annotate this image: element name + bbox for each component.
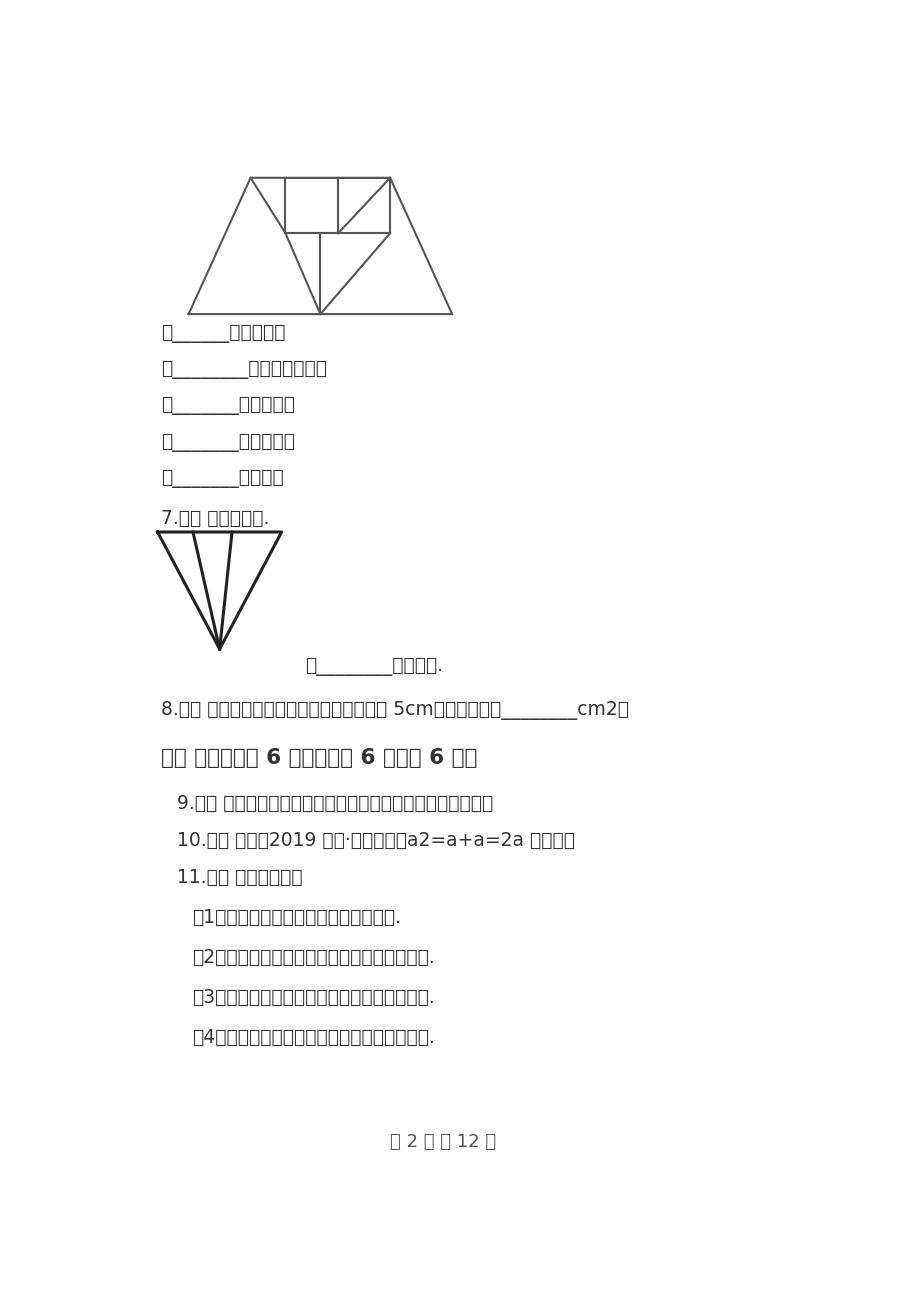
Text: 有_______个长方形。: 有_______个长方形。 bbox=[162, 397, 295, 415]
Text: 11.（１ 分）判断对错: 11.（１ 分）判断对错 bbox=[176, 867, 302, 887]
Text: 8.（１ 分）一个等腰直角三角形的直角边是 5cm，它的面积是________cm2。: 8.（１ 分）一个等腰直角三角形的直角边是 5cm，它的面积是________c… bbox=[162, 702, 629, 720]
Text: （4）有一个角是锐角的三角形叫做锐角三角形.: （4）有一个角是锐角的三角形叫做锐角三角形. bbox=[192, 1027, 435, 1047]
Text: 10.（１ 分）（2019 五上·浦东期中）a2=a+a=2a （　　）: 10.（１ 分）（2019 五上·浦东期中）a2=a+a=2a （ ） bbox=[176, 831, 574, 850]
Text: （1）由三条线段组成的图形叫做三角形.: （1）由三条线段组成的图形叫做三角形. bbox=[192, 907, 401, 927]
Text: 第 2 页 共 12 页: 第 2 页 共 12 页 bbox=[390, 1133, 495, 1151]
Text: 有________个三角形.: 有________个三角形. bbox=[304, 656, 443, 676]
Text: 7.（３ 分）数一数.: 7.（３ 分）数一数. bbox=[162, 509, 269, 527]
Text: 有________个平行四边形。: 有________个平行四边形。 bbox=[162, 361, 327, 379]
Text: （2）有一个角是直角的三角形叫做直角三角形.: （2）有一个角是直角的三角形叫做直角三角形. bbox=[192, 948, 435, 967]
Text: 9.（１ 分）两个三角形的面积相等，它们的形状也一定相同。: 9.（１ 分）两个三角形的面积相等，它们的形状也一定相同。 bbox=[176, 794, 493, 812]
Text: 有_______个梯形。: 有_______个梯形。 bbox=[162, 469, 284, 488]
Text: 有______个三角形。: 有______个三角形。 bbox=[162, 324, 286, 344]
Text: 有_______个正方形。: 有_______个正方形。 bbox=[162, 432, 295, 452]
Text: （3）有一个角是锨角的三角形叫做锨角三角形.: （3）有一个角是锨角的三角形叫做锨角三角形. bbox=[192, 988, 435, 1006]
Text: 二、 判断。（共 6 分。）（共 6 题；共 6 分）: 二、 判断。（共 6 分。）（共 6 题；共 6 分） bbox=[162, 747, 477, 768]
